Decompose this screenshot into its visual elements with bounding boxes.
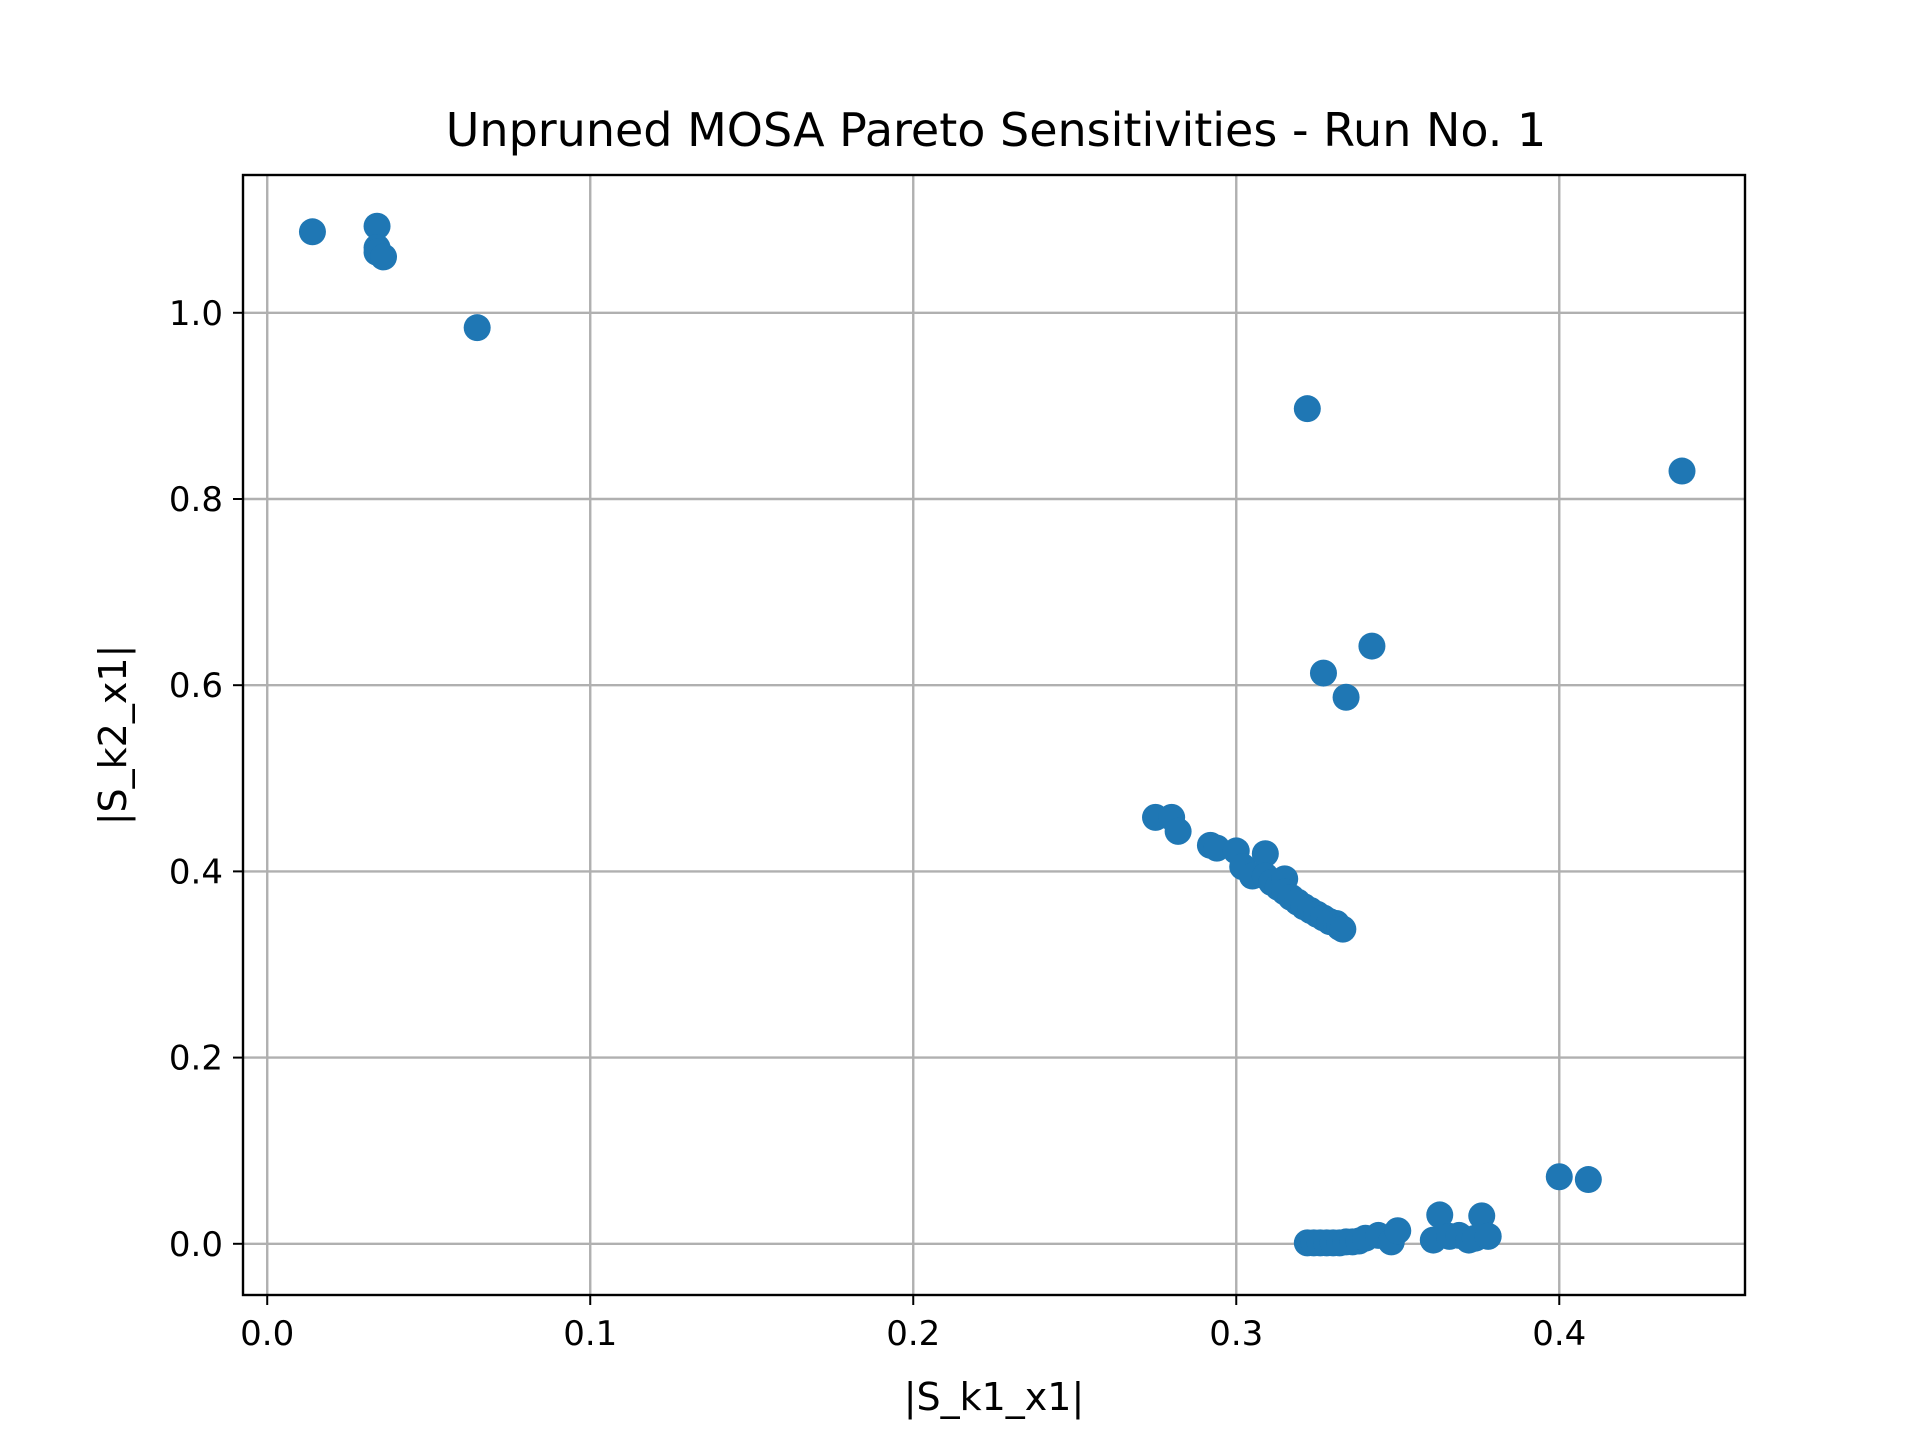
y-tick-label: 0.6: [169, 666, 223, 706]
data-point: [1545, 1163, 1573, 1191]
data-point: [1358, 632, 1386, 660]
data-point: [1332, 683, 1360, 711]
data-point: [1468, 1202, 1496, 1230]
data-point: [463, 314, 491, 342]
data-point: [1474, 1222, 1502, 1250]
data-point: [1164, 817, 1192, 845]
y-axis-label: |S_k2_x1|: [91, 645, 136, 826]
y-tick-label: 0.0: [169, 1225, 223, 1265]
data-point: [1251, 840, 1279, 868]
y-tick-label: 0.2: [169, 1039, 223, 1079]
data-point: [1574, 1166, 1602, 1194]
x-axis-ticks: 0.0 0.1 0.2 0.3 0.4: [240, 1295, 1586, 1354]
x-tick-label: 0.2: [886, 1314, 940, 1354]
data-point: [1329, 915, 1357, 943]
data-point: [1309, 659, 1337, 687]
data-point: [1293, 395, 1321, 423]
grid-lines: [243, 175, 1745, 1295]
data-point: [1668, 457, 1696, 485]
x-tick-label: 0.3: [1209, 1314, 1263, 1354]
y-tick-label: 0.4: [169, 852, 223, 892]
chart-title: Unpruned MOSA Pareto Sensitivities - Run…: [446, 103, 1547, 157]
data-point: [1426, 1201, 1454, 1229]
y-tick-label: 0.8: [169, 480, 223, 520]
data-point: [370, 243, 398, 271]
x-tick-label: 0.4: [1532, 1314, 1586, 1354]
data-points: [298, 212, 1696, 1257]
x-axis-label: |S_k1_x1|: [904, 1375, 1085, 1420]
x-tick-label: 0.0: [240, 1314, 294, 1354]
data-point: [1384, 1217, 1412, 1245]
y-axis-ticks: 0.0 0.2 0.4 0.6 0.8 1.0: [169, 294, 243, 1265]
x-tick-label: 0.1: [563, 1314, 617, 1354]
plot-frame: [241, 173, 1747, 1297]
data-point: [298, 218, 326, 246]
data-point: [363, 212, 391, 240]
y-tick-label: 1.0: [169, 294, 223, 334]
